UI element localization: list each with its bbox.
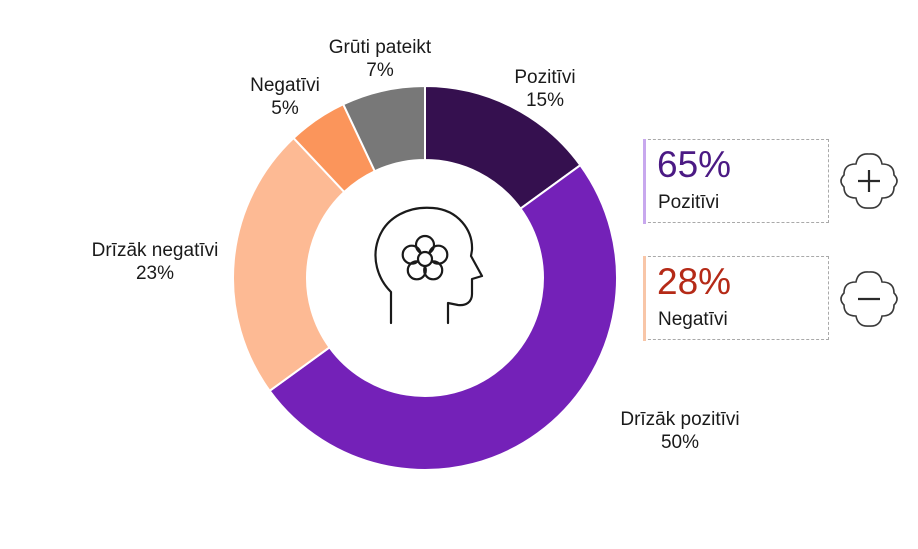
slice-category-label: Grūti pateikt	[329, 37, 432, 58]
slice-value-label: 50%	[661, 432, 699, 453]
positive-caption: Pozitīvi	[658, 192, 720, 213]
slice-value-label: 7%	[366, 60, 394, 81]
plus-cloud-icon	[840, 153, 898, 209]
head-flower-icon	[374, 206, 484, 325]
minus-cloud-icon	[840, 271, 898, 327]
negative-accent-bar	[642, 255, 646, 341]
slice-category-label: Pozitīvi	[514, 67, 575, 88]
donut-slices	[232, 84, 618, 471]
positive-accent-bar	[642, 138, 646, 224]
slice-5	[341, 84, 426, 173]
slice-2	[268, 163, 618, 471]
slice-category-label: Negatīvi	[250, 75, 320, 96]
negative-summary-box: 28% Negatīvi	[642, 255, 829, 341]
positive-percentage: 65%	[657, 144, 732, 185]
slice-category-label: Drīzāk pozitīvi	[620, 409, 739, 430]
positive-summary-box: 65% Pozitīvi	[642, 138, 829, 224]
slice-value-label: 5%	[271, 98, 299, 119]
negative-percentage: 28%	[657, 261, 732, 302]
negative-caption: Negatīvi	[658, 309, 728, 330]
slice-3	[232, 136, 346, 393]
slice-value-label: 15%	[526, 90, 564, 111]
slice-value-label: 23%	[136, 263, 174, 284]
slice-category-label: Drīzāk negatīvi	[92, 240, 219, 261]
